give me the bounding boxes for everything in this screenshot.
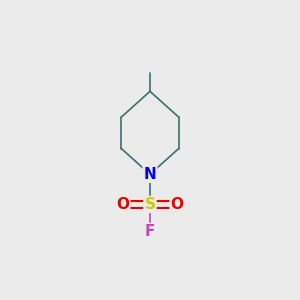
Text: O: O xyxy=(116,197,129,212)
Text: S: S xyxy=(145,197,155,212)
Text: N: N xyxy=(144,167,156,182)
Text: F: F xyxy=(145,224,155,239)
Text: O: O xyxy=(171,197,184,212)
